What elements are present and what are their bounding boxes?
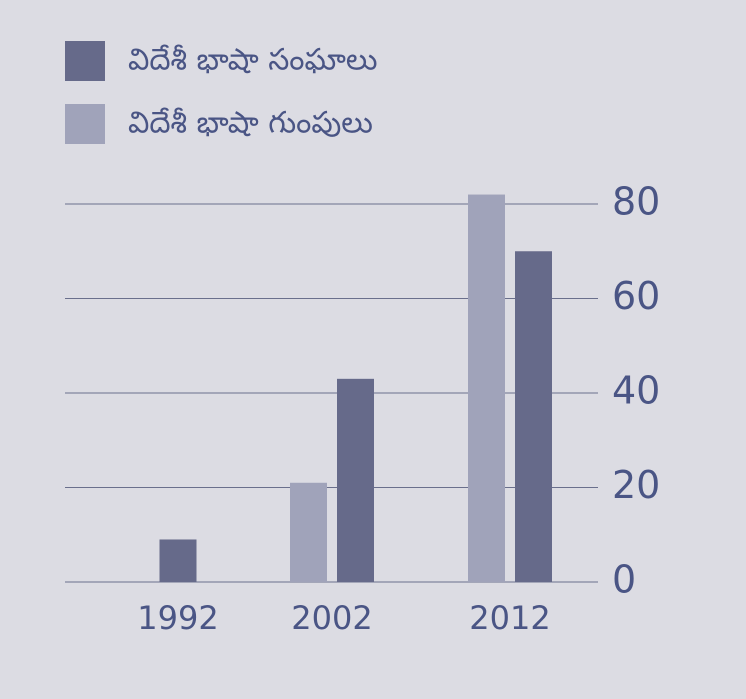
y-tick-label: 0: [612, 558, 636, 602]
bar: [290, 482, 327, 582]
legend-label: విదేశీ భాషా సంఘాలు: [128, 43, 378, 78]
y-tick-label: 60: [612, 274, 660, 318]
y-tick-label: 80: [612, 180, 660, 224]
bar: [337, 378, 374, 582]
bar: [515, 251, 552, 582]
y-tick-label: 20: [612, 463, 660, 507]
bar: [159, 539, 197, 582]
x-tick-label: 2012: [469, 599, 550, 637]
legend-swatch: [65, 104, 105, 144]
bar: [468, 194, 505, 583]
y-tick-label: 40: [612, 369, 660, 413]
x-tick-label: 1992: [137, 599, 218, 637]
legend-label: విదేశీ భాషా గుంపులు: [128, 106, 373, 141]
x-tick-label: 2002: [291, 599, 372, 637]
legend-swatch: [65, 41, 105, 81]
